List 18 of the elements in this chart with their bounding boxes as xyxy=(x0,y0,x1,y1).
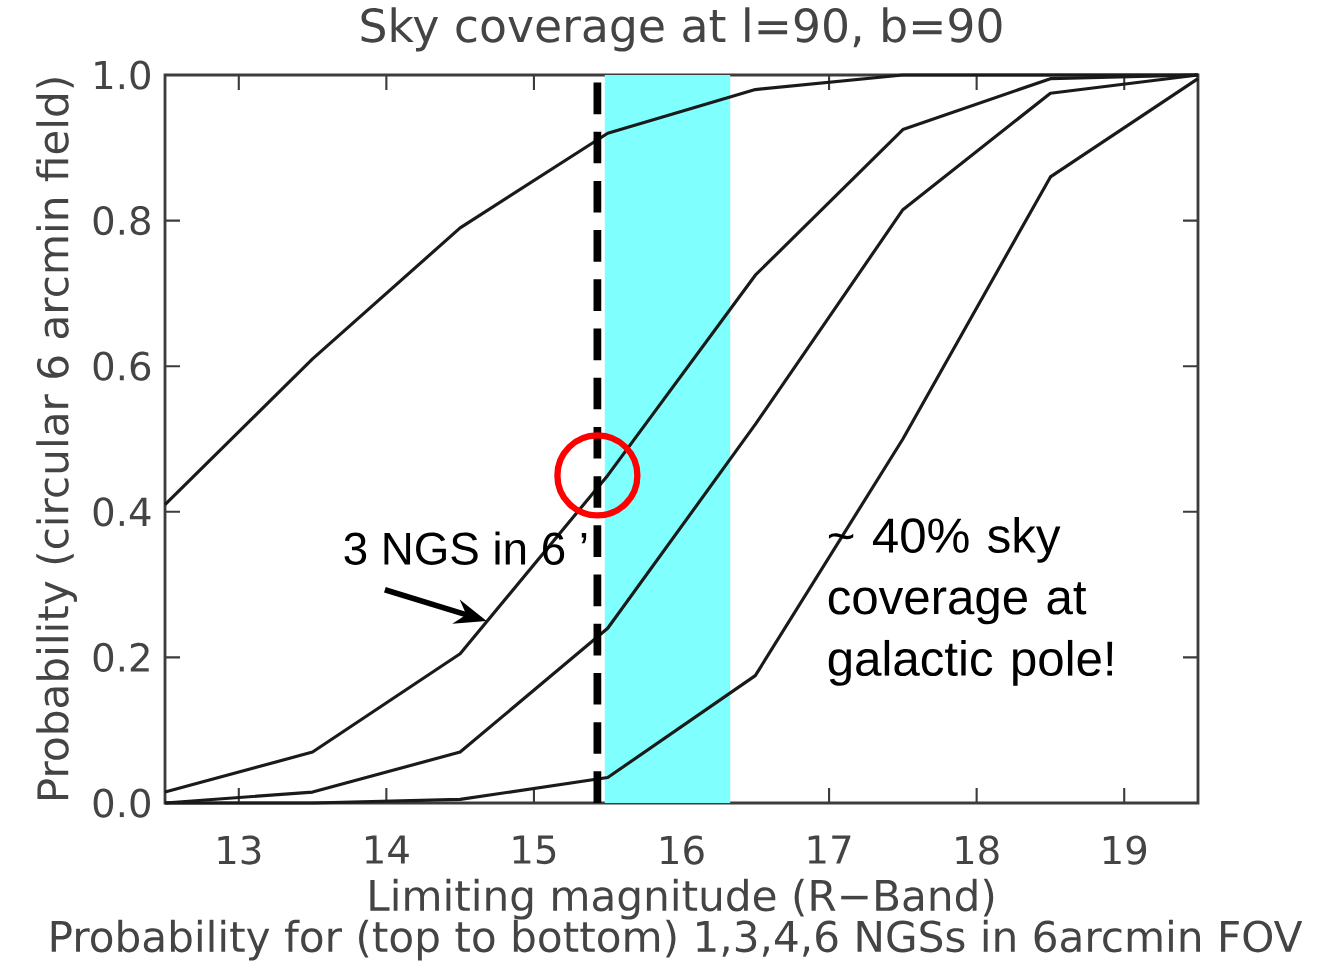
y-tick-label: 0.8 xyxy=(93,206,150,236)
text: Probability for (top to bottom) 1,3,4,6 NGSs in 6arcmin FOV xyxy=(51,919,1303,961)
x-tick-label: 16 xyxy=(661,835,704,865)
y-tick-label: 0.0 xyxy=(93,788,150,818)
chart-title: Sky coverage at l=90, b=90 xyxy=(361,7,1002,52)
x-tick-label: 18 xyxy=(956,835,999,865)
y-tick-label: 0.6 xyxy=(93,351,151,381)
y-tick-label: 0.4 xyxy=(93,497,151,527)
x-tick-label: 13 xyxy=(218,835,261,865)
x-tick-label: 19 xyxy=(1103,835,1147,865)
x-axis-title: Limiting magnitude (R−Band) xyxy=(370,878,994,920)
x-tick-label: 17 xyxy=(808,835,851,864)
y-tick-label: 1.0 xyxy=(95,60,150,90)
y-axis-title: Probability (circular 6 arcmin field) xyxy=(36,78,77,800)
y-tick-label: 0.2 xyxy=(93,642,149,673)
x-tick-label: 14 xyxy=(366,835,409,864)
annotation: 3 NGS in 6 ’ xyxy=(344,531,587,565)
x-tick-label: 15 xyxy=(513,835,556,865)
